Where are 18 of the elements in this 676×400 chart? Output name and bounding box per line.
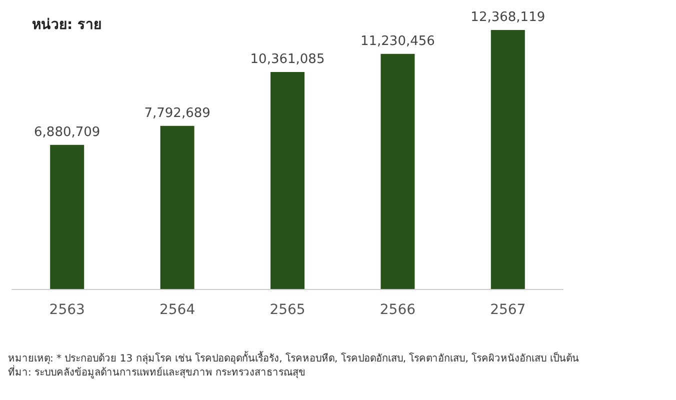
bar: [270, 72, 304, 289]
x-tick-label: 2566: [380, 302, 416, 318]
text: หมายเหตุ: * ประกอบด้วย 13 กลุ่มโรค เช่น โรคปอดอุดกั้นเรื้อรัง, โรคหอบหืด, โรคปอดอักเสบ, โรคตาอักเสบ, โรคผิวหนังอักเสบ เป็นต้น: [8, 350, 579, 364]
text: ที่มา: ระบบคลังข้อมูลด้านการแพทย์และสุขภาพ กระทรวงสาธารณสุข: [8, 364, 306, 378]
x-tick-label: 2564: [159, 302, 196, 318]
data-label: 11,230,456: [360, 34, 435, 49]
data-label: 12,368,119: [470, 10, 546, 25]
y-axis-title: หน่วย: ราย: [32, 17, 102, 33]
bar: [380, 54, 415, 289]
bar: [490, 30, 525, 289]
x-tick-label: 2563: [49, 302, 85, 318]
x-tick-label: 2567: [490, 302, 526, 318]
data-label: 10,361,085: [250, 52, 325, 68]
data-label: 7,792,689: [144, 106, 210, 121]
bar: [160, 126, 194, 289]
bar: [50, 144, 84, 289]
x-tick-label: 2565: [270, 302, 306, 318]
data-label: 6,880,709: [34, 124, 100, 140]
